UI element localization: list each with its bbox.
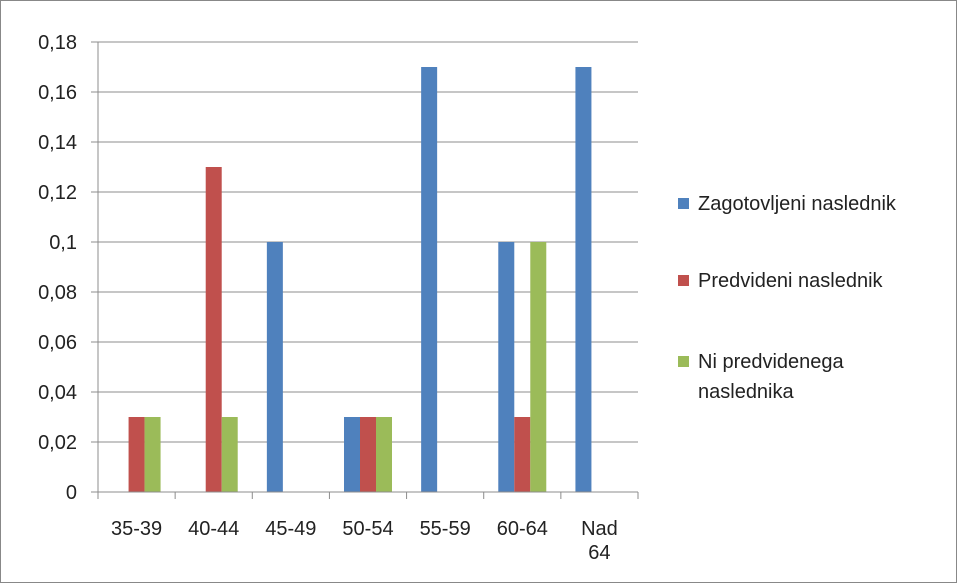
bar [144, 417, 161, 492]
y-tick-label: 0,1 [49, 232, 77, 254]
legend-swatch [678, 198, 689, 209]
y-tick-label: 0 [66, 482, 77, 504]
bar [344, 417, 360, 492]
y-tick-label: 0,16 [38, 82, 77, 104]
bar [221, 417, 238, 492]
legend-label: Zagotovljeni naslednik [698, 193, 897, 215]
bar [266, 242, 283, 492]
bar [205, 167, 222, 492]
axes [91, 41, 639, 499]
y-tick-label: 0,18 [38, 32, 77, 54]
x-tick-labels: 35-39 40-44 45-49 50-54 55-59 60-64 Nad 64 [111, 518, 618, 564]
y-tick-label: 0,14 [38, 132, 77, 154]
legend-swatch [678, 275, 689, 286]
legend-label: Ni predvidenega naslednika [698, 351, 845, 403]
x-tick-label: 60-64 [497, 518, 548, 540]
y-tick-label: 0,12 [38, 182, 77, 204]
legend-swatch [678, 356, 689, 367]
bar [530, 242, 547, 492]
x-tick-label: 35-39 [111, 518, 162, 540]
legend-label: Predvideni naslednik [698, 270, 884, 292]
bar [498, 242, 515, 492]
y-tick-label: 0,08 [38, 282, 77, 304]
x-tick-label: 40-44 [188, 518, 239, 540]
bar [128, 417, 145, 492]
x-tick-label: 45-49 [265, 518, 316, 540]
y-tick-label: 0,06 [38, 332, 77, 354]
x-tick-label: 55-59 [420, 518, 471, 540]
gridlines [98, 41, 638, 443]
bar [376, 417, 392, 492]
bar [360, 417, 376, 492]
bar [421, 67, 438, 492]
y-tick-labels: 0 0,02 0,04 0,06 0,08 0,1 0,12 0,14 0,16 0,18 [38, 32, 77, 504]
y-tick-label: 0,04 [38, 382, 77, 404]
bar [575, 67, 592, 492]
bar [514, 417, 531, 492]
bars [128, 67, 592, 492]
y-tick-label: 0,02 [38, 432, 77, 454]
legend: Zagotovljeni naslednik Predvideni nasledn… [678, 193, 897, 403]
x-tick-label: 50-54 [342, 518, 393, 540]
x-tick-label: Nad 64 [581, 518, 618, 564]
